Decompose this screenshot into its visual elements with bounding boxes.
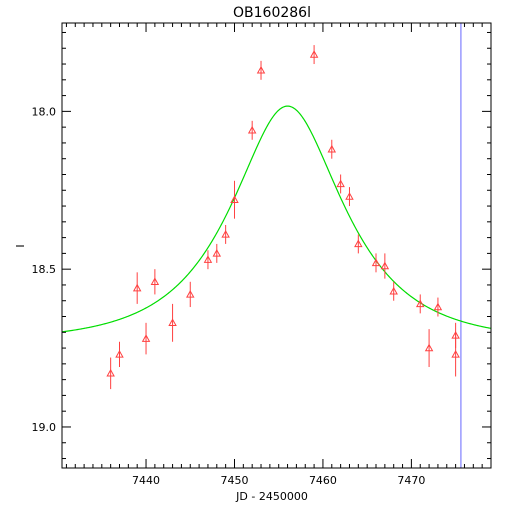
data-points: [106, 45, 460, 390]
data-marker: [221, 230, 230, 238]
data-marker: [256, 65, 266, 74]
data-point: [132, 272, 142, 304]
y-tick-label: 18.0: [32, 105, 57, 118]
data-marker: [203, 255, 213, 263]
data-point: [415, 294, 425, 314]
data-marker: [247, 125, 257, 134]
data-marker: [212, 248, 222, 257]
data-marker: [371, 258, 381, 267]
data-point: [247, 120, 257, 140]
data-point: [150, 269, 160, 295]
y-axis-label: I: [14, 244, 27, 247]
data-point: [327, 139, 337, 159]
data-marker: [327, 144, 337, 153]
data-marker: [230, 195, 239, 203]
data-marker: [415, 299, 425, 308]
data-point: [168, 303, 177, 342]
data-point: [451, 332, 460, 377]
data-marker: [389, 286, 398, 295]
plot-inner: [62, 23, 491, 468]
data-point: [212, 243, 222, 263]
data-point: [141, 322, 151, 355]
data-marker: [354, 239, 363, 248]
data-marker: [150, 277, 160, 286]
x-axis-label: JD - 2450000: [235, 490, 308, 503]
data-marker: [433, 302, 443, 311]
data-marker: [345, 192, 354, 200]
x-tick-label: 7440: [132, 474, 160, 487]
data-marker: [424, 343, 434, 352]
y-tick-label: 19.0: [32, 421, 57, 434]
data-marker: [186, 289, 195, 298]
plot-frame: [61, 22, 492, 469]
plot-area: [62, 23, 491, 468]
data-point: [186, 281, 195, 308]
data-point: [309, 45, 319, 65]
data-point: [345, 187, 354, 207]
data-point: [203, 250, 213, 270]
x-tick-label: 7460: [309, 474, 337, 487]
data-marker: [336, 179, 345, 188]
y-tick-label: 18.5: [32, 263, 57, 276]
axis-ticks: 744074507460747017.518.018.519.0: [32, 23, 492, 487]
data-point: [424, 329, 434, 368]
data-point: [380, 253, 390, 279]
data-point: [221, 224, 230, 244]
data-marker: [132, 283, 142, 292]
data-marker: [141, 334, 151, 342]
data-point: [230, 180, 239, 219]
chart-title: OB160286l: [233, 5, 311, 21]
x-tick-label: 7470: [397, 474, 425, 487]
data-marker: [309, 50, 319, 58]
data-point: [354, 234, 363, 254]
data-marker: [380, 261, 390, 270]
data-point: [106, 357, 115, 390]
data-point: [256, 60, 266, 80]
data-marker: [451, 349, 460, 358]
data-marker: [106, 368, 115, 377]
data-marker: [168, 318, 177, 327]
data-point: [115, 341, 124, 368]
data-point: [371, 253, 381, 273]
data-point: [389, 281, 398, 301]
x-tick-label: 7450: [220, 474, 248, 487]
data-marker: [115, 349, 124, 358]
data-point: [433, 297, 443, 317]
data-point: [336, 174, 345, 194]
